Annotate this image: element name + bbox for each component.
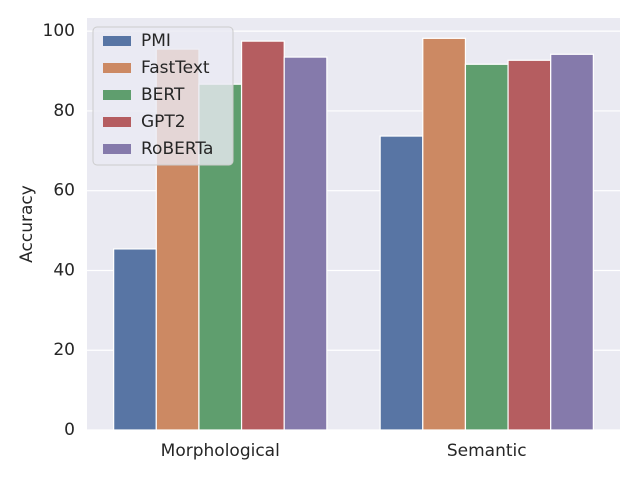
y-tick-label: 80 bbox=[53, 101, 75, 121]
legend-label: BERT bbox=[141, 85, 185, 105]
legend-label: RoBERTa bbox=[141, 139, 213, 159]
y-tick-label: 20 bbox=[53, 340, 75, 360]
y-tick-label: 40 bbox=[53, 260, 75, 280]
legend-label: PMI bbox=[141, 31, 171, 51]
legend-swatch bbox=[103, 90, 131, 100]
legend-swatch bbox=[103, 144, 131, 154]
bar bbox=[550, 53, 594, 431]
bar bbox=[507, 59, 552, 431]
bar bbox=[422, 37, 467, 431]
legend-box bbox=[92, 26, 234, 166]
legend-swatch bbox=[103, 63, 131, 73]
y-axis-label: Accuracy bbox=[17, 185, 37, 263]
bar bbox=[113, 248, 157, 431]
bar bbox=[283, 56, 328, 431]
x-tick-label: Semantic bbox=[447, 441, 527, 461]
y-tick-label: 60 bbox=[53, 181, 75, 201]
x-tick-label: Morphological bbox=[161, 441, 280, 461]
bar bbox=[379, 135, 424, 431]
bar bbox=[464, 63, 509, 431]
y-tick-label: 0 bbox=[64, 420, 75, 440]
legend-swatch bbox=[103, 117, 131, 127]
legend-swatch bbox=[103, 36, 131, 46]
legend-label: GPT2 bbox=[141, 112, 186, 132]
bar bbox=[240, 40, 285, 431]
legend-label: FastText bbox=[141, 58, 210, 78]
y-tick-label: 100 bbox=[43, 21, 75, 41]
